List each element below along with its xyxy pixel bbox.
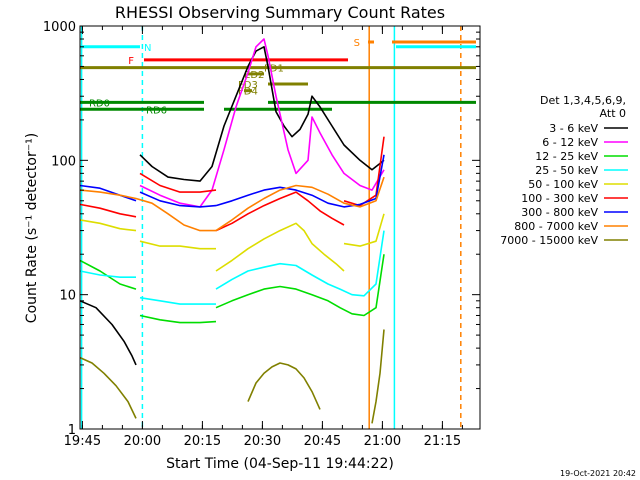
- y-tick-label: 100: [51, 154, 76, 169]
- series-line-7: [139, 191, 217, 208]
- x-axis: 19:45 20:00 20:15 20:30 20:45 21:00 21:15: [64, 26, 463, 449]
- x-tick-label: 20:00: [124, 434, 161, 449]
- series-line-8: [79, 176, 385, 232]
- x-tick-label: 20:45: [304, 434, 341, 449]
- series-line-9: [371, 329, 385, 424]
- legend-label: 300 - 800 keV: [521, 206, 598, 219]
- series-line-5: [139, 240, 216, 250]
- series-line-7: [215, 154, 385, 208]
- legend-label: 25 - 50 keV: [535, 164, 598, 177]
- series-lines: [79, 38, 385, 424]
- series-line-1: [79, 300, 137, 366]
- flag-label-fd3: FD3: [238, 80, 258, 91]
- series-line-6: [139, 172, 217, 193]
- flag-label-n: N: [144, 43, 151, 54]
- flag-label-rd0: RD0: [89, 98, 110, 109]
- y-tick-label: 10: [59, 289, 76, 304]
- flag-label-fd4: FD4: [238, 87, 258, 98]
- series-line-3: [215, 254, 385, 317]
- legend-label: 12 - 25 keV: [535, 150, 598, 163]
- chart-title: RHESSI Observing Summary Count Rates: [115, 3, 445, 22]
- flag-label-s: S: [354, 38, 360, 49]
- series-line-9: [247, 362, 321, 410]
- legend-header: Att 0: [600, 107, 626, 120]
- legend-label: 7000 - 15000 keV: [500, 234, 598, 247]
- series-line-1: [139, 46, 385, 182]
- series-line-5: [79, 219, 137, 232]
- x-tick-label: 19:45: [64, 434, 101, 449]
- flag-label-ed2: ED2: [244, 70, 264, 81]
- series-line-3: [139, 314, 217, 324]
- legend-label: 100 - 300 keV: [521, 192, 598, 205]
- legend-label: 800 - 7000 keV: [514, 220, 598, 233]
- series-line-6: [343, 136, 385, 207]
- series-line-3: [79, 259, 137, 290]
- x-tick-label: 20:30: [244, 434, 281, 449]
- legend-header: Det 1,3,4,5,6,9,: [540, 94, 626, 107]
- series-line-2: [139, 38, 385, 208]
- series-line-4: [139, 296, 216, 305]
- legend-label: 6 - 12 keV: [542, 136, 598, 149]
- flag-label-f: F: [128, 56, 134, 67]
- y-tick-label: 1000: [43, 20, 76, 35]
- series-line-5: [343, 213, 385, 247]
- flag-label-rd6: RD6: [146, 105, 167, 116]
- flag-label-fd1: FD1: [264, 64, 284, 75]
- series-line-6: [79, 203, 137, 218]
- legend-label: 50 - 100 keV: [528, 178, 598, 191]
- series-line-7: [79, 184, 137, 202]
- vertical-markers: [80, 26, 462, 429]
- x-tick-label: 20:15: [184, 434, 221, 449]
- series-line-4: [79, 270, 136, 278]
- y-tick-label: 1: [68, 423, 76, 438]
- plot-frame: [79, 25, 481, 430]
- x-tick-label: 21:00: [364, 434, 401, 449]
- y-axis-label: Count Rate (s⁻¹ detector⁻¹): [24, 133, 40, 323]
- footer-date: 19-Oct-2021 20:42: [560, 469, 636, 478]
- series-line-9: [79, 356, 137, 419]
- x-tick-label: 21:15: [424, 434, 461, 449]
- series-line-6: [215, 191, 345, 232]
- x-axis-label: Start Time (04-Sep-11 19:44:22): [166, 456, 394, 472]
- series-line-4: [215, 230, 385, 297]
- legend-label: 3 - 6 keV: [549, 122, 598, 135]
- y-axis: 1000 100 10 1: [43, 20, 480, 438]
- series-line-5: [215, 222, 345, 272]
